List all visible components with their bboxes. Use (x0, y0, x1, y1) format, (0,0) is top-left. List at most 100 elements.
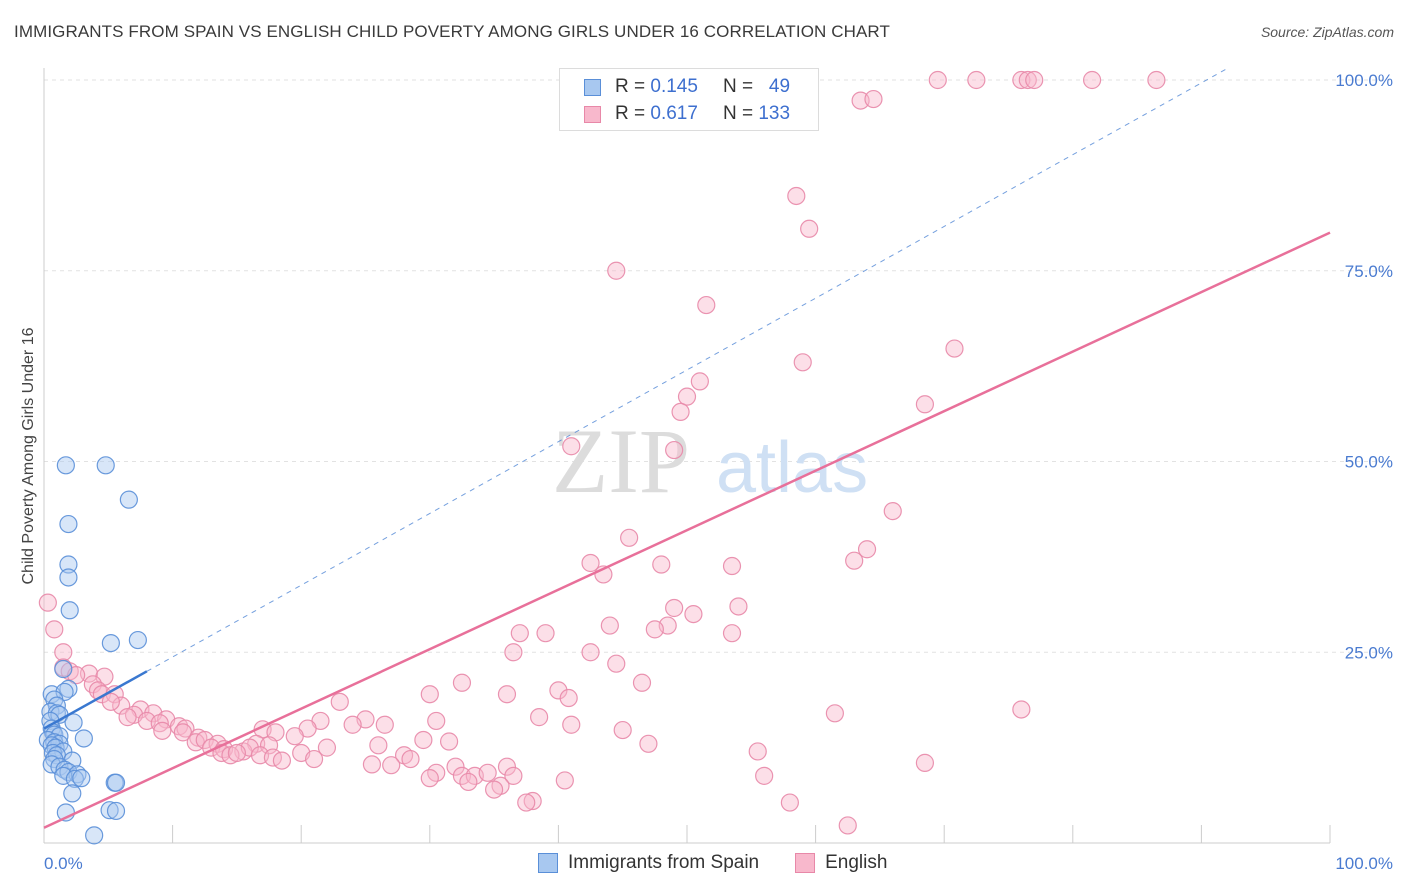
english-point (118, 708, 137, 727)
y-axis-title: Child Poverty Among Girls Under 16 (20, 327, 37, 584)
english-point (330, 692, 349, 711)
legend-swatch-english (795, 853, 816, 873)
english-point (665, 440, 684, 460)
english-point (1018, 70, 1037, 90)
legend-n-value: 49 (768, 76, 791, 97)
english-point (864, 89, 883, 109)
spain-point (74, 729, 93, 748)
english-point (45, 620, 64, 639)
english-point (523, 791, 542, 811)
legend-n-value: 133 (758, 103, 791, 124)
english-point (555, 771, 574, 790)
english-point (755, 766, 774, 785)
english-point (304, 749, 324, 769)
english-point (401, 749, 420, 769)
spain-trend-line (43, 670, 148, 730)
english-point (562, 715, 581, 734)
spain-point (55, 682, 74, 702)
english-point (317, 738, 337, 757)
english-point (101, 692, 120, 711)
english-point (375, 715, 394, 734)
legend-r-label: R = (615, 76, 646, 97)
english-point (446, 757, 465, 776)
english-point (153, 721, 172, 740)
x-tick-label-max: 100.0% (1335, 854, 1393, 873)
spain-point (100, 801, 119, 820)
english-point (1025, 70, 1044, 90)
english-point (427, 711, 446, 731)
legend-item-english[interactable]: English (795, 852, 887, 874)
chart-title: IMMIGRANTS FROM SPAIN VS ENGLISH CHILD P… (14, 22, 890, 41)
english-point (559, 688, 578, 708)
english-point (928, 70, 947, 90)
legend-row-spain: R = 0.145 N = 49 (584, 75, 790, 99)
english-point (497, 757, 517, 776)
y-tick-label: 100.0% (1335, 71, 1393, 90)
english-point (420, 769, 439, 788)
english-point (1082, 70, 1102, 90)
legend-r-value: 0.617 (650, 103, 698, 124)
spain-point (56, 456, 75, 475)
english-point (722, 624, 742, 643)
english-point (362, 755, 382, 774)
spain-point (65, 769, 84, 789)
english-point (967, 70, 986, 90)
english-point (112, 696, 131, 715)
english-point (748, 742, 767, 761)
english-point (690, 372, 709, 391)
english-point (369, 736, 388, 755)
legend-label-english: English (825, 852, 888, 873)
english-point (285, 727, 304, 746)
english-point (845, 551, 864, 570)
english-point (915, 753, 935, 772)
legend-n-label: N = (722, 76, 754, 97)
english-point (54, 643, 73, 662)
legend-r-value: 0.145 (650, 76, 698, 97)
english-point (382, 756, 401, 775)
english-point (1012, 700, 1031, 719)
english-point (485, 780, 504, 799)
english-point (459, 772, 478, 792)
english-point (504, 766, 523, 785)
english-point (684, 604, 703, 624)
legend-n-label: N = (722, 103, 754, 124)
source-label: Source: ZipAtlas.com (1260, 24, 1394, 40)
english-point (439, 732, 459, 751)
english-point (227, 743, 246, 763)
english-point (343, 715, 362, 734)
english-points (38, 70, 1166, 835)
english-point (414, 730, 433, 750)
english-point (697, 295, 716, 315)
english-point (1012, 70, 1031, 90)
spain-point (59, 568, 78, 587)
english-point (620, 528, 639, 547)
y-tick-label: 50.0% (1345, 453, 1393, 472)
english-point (793, 353, 812, 372)
english-point (497, 685, 517, 704)
english-point (549, 681, 568, 700)
english-point (510, 624, 529, 643)
x-tick-label-min: 0.0% (44, 854, 83, 873)
spain-point (119, 490, 138, 509)
spain-point (128, 630, 147, 650)
legend-item-spain[interactable]: Immigrants from Spain (538, 852, 759, 874)
english-point (722, 556, 742, 576)
english-point (838, 816, 857, 835)
english-point (857, 540, 877, 559)
y-tick-label: 25.0% (1345, 643, 1393, 662)
x-tick-labels: 0.0% 100.0% (44, 854, 1393, 873)
stats-legend: R = 0.145 N = 49 R = 0.617 N = 133 (559, 68, 819, 131)
english-point (607, 261, 626, 280)
english-point (665, 598, 684, 618)
english-point (452, 673, 472, 692)
english-point (504, 643, 523, 662)
spain-point (59, 514, 78, 534)
english-point (915, 395, 935, 414)
legend-label-spain: Immigrants from Spain (568, 852, 760, 873)
spain-point (96, 456, 115, 475)
english-point (825, 704, 844, 723)
english-point (581, 553, 600, 573)
english-point (420, 685, 439, 704)
spain-point (106, 801, 126, 821)
